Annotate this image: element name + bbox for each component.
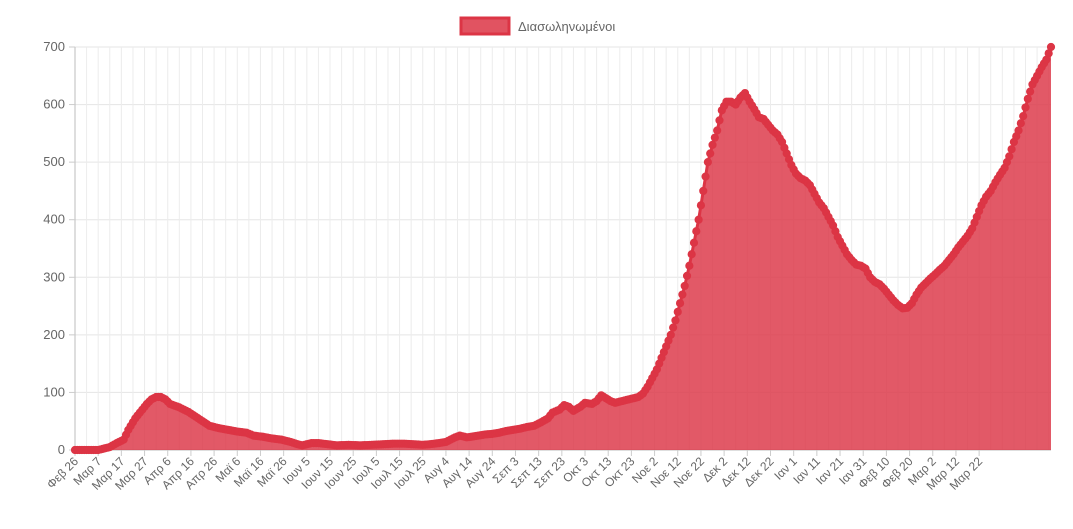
data-point[interactable]: [685, 261, 694, 270]
data-point[interactable]: [708, 140, 717, 149]
y-tick-label: 500: [43, 154, 65, 169]
y-tick-label: 400: [43, 212, 65, 227]
legend[interactable]: Διασωληνωμένοι: [459, 16, 615, 36]
data-point[interactable]: [713, 126, 722, 135]
data-point[interactable]: [706, 149, 715, 158]
data-point[interactable]: [671, 316, 680, 325]
data-point[interactable]: [1014, 126, 1023, 135]
data-point[interactable]: [1023, 94, 1032, 103]
legend-label[interactable]: Διασωληνωμένοι: [518, 19, 615, 34]
y-tick-label: 200: [43, 327, 65, 342]
data-point[interactable]: [673, 307, 682, 316]
data-point[interactable]: [696, 201, 706, 210]
data-point[interactable]: [689, 238, 699, 247]
data-point[interactable]: [694, 215, 703, 224]
y-tick-label: 0: [58, 442, 65, 457]
data-point[interactable]: [687, 250, 696, 259]
data-point[interactable]: [680, 281, 689, 291]
data-point[interactable]: [699, 186, 708, 196]
series-area: [75, 47, 1051, 450]
y-tick-label: 100: [43, 384, 65, 399]
data-point[interactable]: [1005, 152, 1014, 161]
legend-swatch[interactable]: [459, 16, 511, 36]
data-point[interactable]: [682, 271, 692, 280]
data-point[interactable]: [669, 323, 678, 332]
y-tick-label: 300: [43, 269, 65, 284]
data-point[interactable]: [678, 290, 687, 299]
y-tick-label: 700: [43, 39, 65, 54]
y-axis: 0 100 200 300 400 500 600 700: [43, 39, 75, 457]
data-point[interactable]: [666, 330, 675, 339]
data-point[interactable]: [692, 227, 701, 236]
y-tick-label: 600: [43, 97, 65, 112]
data-point[interactable]: [701, 172, 710, 181]
data-point[interactable]: [715, 116, 724, 125]
data-point[interactable]: [1021, 103, 1030, 112]
data-point[interactable]: [1026, 87, 1035, 96]
data-point[interactable]: [703, 158, 712, 167]
data-point[interactable]: [1019, 111, 1028, 121]
data-point[interactable]: [1016, 119, 1025, 128]
data-point[interactable]: [1007, 145, 1016, 154]
data-point[interactable]: [1046, 42, 1056, 52]
data-point[interactable]: [710, 133, 719, 142]
series-layer: [70, 42, 1056, 455]
data-point[interactable]: [675, 299, 685, 308]
